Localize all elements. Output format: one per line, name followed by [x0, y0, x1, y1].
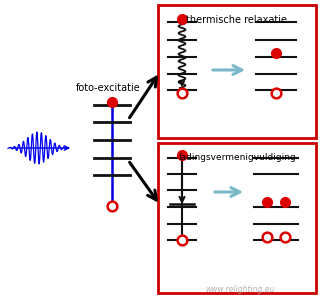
FancyBboxPatch shape	[158, 143, 316, 293]
Text: thermische relaxatie: thermische relaxatie	[187, 15, 287, 25]
Text: foto-excitatie: foto-excitatie	[76, 83, 140, 93]
Text: ladingsvermenigvuldiging: ladingsvermenigvuldiging	[178, 153, 296, 162]
FancyBboxPatch shape	[158, 5, 316, 138]
Text: www.relighting.eu: www.relighting.eu	[205, 286, 275, 295]
